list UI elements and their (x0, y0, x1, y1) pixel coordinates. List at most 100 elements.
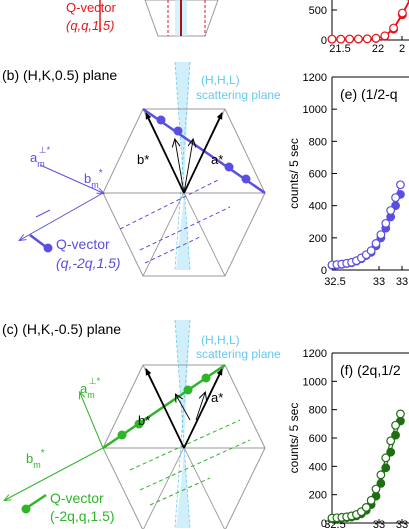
chart-y-label: counts/ 5 sec (287, 138, 301, 209)
panel-c-bm-vector (5, 447, 104, 500)
panel-c-legend-line (27, 493, 47, 509)
chart-point (391, 193, 400, 203)
panel-b-bm-vector (39, 164, 103, 193)
panel-b-dashed-1 (119, 179, 219, 230)
chart-e: 0 200 400 600 800 1000 1200 32.5 33 33 (e) (1/2-q c… (287, 72, 409, 288)
panel-c-qvector-label: Q-vector (50, 490, 104, 506)
chart-x-tick-label: 33 (373, 276, 385, 288)
chart-y-tick-label: 600 (309, 169, 327, 181)
chart-x-tick-label: 22 (372, 43, 384, 55)
panel-c-dashed-1 (129, 419, 241, 471)
chart-point (345, 34, 355, 44)
chart-point (376, 230, 386, 240)
panel-c-am-perp-label: am⊥* (80, 376, 101, 400)
chart-series-line (331, 413, 401, 519)
panel-c-bstar-label: b* (138, 413, 150, 428)
chart-point (389, 23, 399, 33)
chart-series-line (332, 0, 409, 40)
chart-x-tick-label: 32.5 (324, 276, 345, 288)
chart-y-tick-label: 200 (309, 233, 327, 245)
panel-b-qvector-value: (q,-2q,1.5) (56, 255, 121, 271)
chart-y-tick-label: 0 (321, 518, 327, 529)
panel-b-dashed-3 (144, 235, 203, 264)
chart-point (366, 246, 376, 256)
panel-c-title: (c) (H,K,-0.5) plane (2, 321, 121, 337)
panel-b-title: (b) (H,K,0.5) plane (2, 67, 117, 83)
panel-b-am-tick (35, 209, 51, 218)
panel-c-q-dot-2 (183, 385, 193, 395)
chart-x-tick-label: 33 (396, 519, 408, 529)
chart-point (380, 31, 390, 41)
chart-y-tick-label: 0 (321, 265, 327, 277)
chart-y-tick-label: 0 (321, 35, 327, 47)
panel-b-q-dot-4 (241, 174, 251, 184)
chart-y-tick-label: 1200 (303, 72, 327, 84)
chart-y-label: counts/ 5 sec (287, 403, 301, 474)
panel-b-q-dot-3 (224, 162, 234, 172)
chart-y-tick-label: 200 (309, 490, 327, 502)
panel-b-short-arrow-2 (183, 140, 193, 194)
chart-point (371, 33, 381, 43)
panel-c-qvector-value: (-2q,q,1.5) (50, 508, 115, 524)
panel-b-short-arrow-1 (175, 140, 185, 194)
chart-y-tick-label: 1200 (303, 348, 327, 360)
chart-point (381, 218, 391, 228)
chart-y-tick-label: 1000 (303, 104, 327, 116)
panel-c-dashed-2 (139, 439, 251, 491)
panel-b-qvector-label: Q-vector (56, 236, 110, 252)
panel-b-am-perp-vector (20, 192, 104, 240)
panel-b-astar-vector (183, 112, 223, 194)
chart-y-tick-label: 600 (309, 433, 327, 445)
chart-point (362, 34, 372, 44)
panel-c-q-dot-1 (201, 373, 211, 383)
chart-point (327, 34, 337, 44)
chart-x-tick-label: 33 (373, 519, 385, 529)
chart-point (396, 409, 405, 419)
panel-c-legend-dot (21, 504, 31, 514)
panel-c-scatter-label-2: scattering plane (196, 347, 281, 361)
chart-x-tick-label: 32.5 (324, 519, 345, 529)
chart-y-tick-label: 400 (309, 461, 327, 473)
panel-c-bm-label: bm* (26, 448, 45, 470)
panel-b-bm-label: bm* (84, 168, 103, 190)
panel-a-qvector-value: (q,q,1.5) (66, 18, 114, 33)
chart-title: (e) (1/2-q (340, 86, 398, 102)
panel-b-legend-line (29, 234, 47, 248)
chart-point (386, 206, 396, 215)
chart-point (354, 34, 363, 44)
chart-point (381, 453, 391, 463)
panel-b-scatter-label-2: scattering plane (196, 88, 281, 102)
panel-a: Q-vector (q,q,1.5) (66, 0, 219, 37)
chart-point (376, 470, 386, 480)
panel-c-q-dot-4 (117, 430, 127, 440)
chart-point (361, 503, 371, 512)
chart-point (371, 239, 381, 248)
panel-c-am-perp-vector (80, 393, 104, 449)
chart-point (366, 495, 376, 505)
chart-point (371, 484, 381, 494)
panel-b-q-dot-2 (173, 126, 183, 136)
panel-c-short-arrow-1 (176, 395, 191, 421)
panel-b-scatter-label-1: (H,H,L) (201, 73, 240, 87)
panel-c: (c) (H,K,-0.5) plane b* a* am⊥* bm* (H,H… (2, 319, 281, 529)
chart-y-tick-label: 800 (309, 136, 327, 148)
chart-title: (f) (2q,1/2 (340, 362, 401, 378)
panel-c-scatter-label-1: (H,H,L) (201, 333, 240, 347)
panel-c-bstar-vector (145, 368, 185, 449)
panel-b-legend-dot (43, 243, 53, 253)
panel-b-bstar-label: b* (137, 152, 149, 167)
panel-b-dashed-2 (139, 206, 231, 251)
chart-y-tick-label: 1000 (303, 376, 327, 388)
chart-point (398, 8, 407, 18)
chart-series-line (332, 0, 409, 40)
chart-x-tick-label: 21.5 (329, 43, 350, 55)
panel-c-q-dot-3 (134, 419, 144, 429)
panel-c-dashed-3 (149, 477, 211, 506)
chart-point (336, 34, 346, 44)
chart-y-tick-label: 400 (309, 201, 327, 213)
panel-b-am-perp-label: am⊥* (30, 145, 51, 169)
panel-c-short-arrow-2 (195, 393, 205, 421)
panel-b: (b) (H,K,0.5) plane b* a* am⊥* bm* (2, 61, 281, 277)
